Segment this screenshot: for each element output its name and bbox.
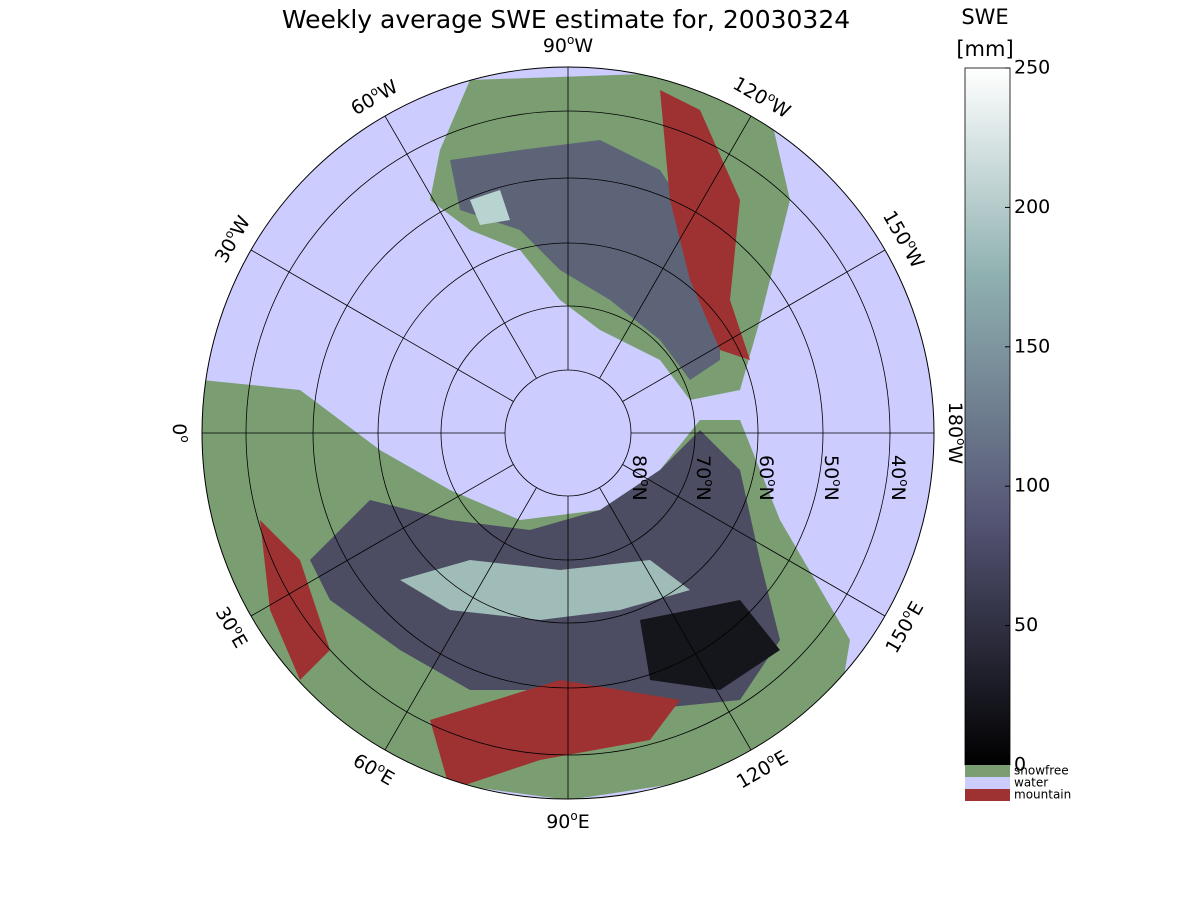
graticule-label: 180oW bbox=[944, 402, 968, 465]
graticule-label: 90oW bbox=[543, 33, 594, 57]
meridian bbox=[384, 115, 537, 379]
direction: W bbox=[944, 445, 966, 464]
degree-mark: o bbox=[765, 479, 779, 486]
meridian bbox=[599, 115, 752, 379]
colorbar-unit: [mm] bbox=[956, 37, 1013, 61]
graticule bbox=[202, 67, 934, 799]
colorbar-title: SWE bbox=[961, 5, 1008, 29]
colorbar-tick-label: 100 bbox=[1014, 475, 1050, 497]
degrees: 120 bbox=[729, 73, 771, 110]
direction: N bbox=[820, 487, 842, 501]
meridian bbox=[622, 464, 886, 617]
meridian bbox=[250, 464, 514, 617]
map bbox=[202, 67, 934, 799]
degrees: 40 bbox=[887, 455, 909, 479]
degree-mark: o bbox=[567, 33, 574, 47]
direction: N bbox=[887, 487, 909, 501]
meridian bbox=[622, 249, 886, 402]
direction: W bbox=[574, 35, 593, 57]
legend-label: snowfree bbox=[1014, 764, 1069, 778]
graticule-label: 90oE bbox=[546, 809, 590, 833]
graticule-label: 0o bbox=[168, 423, 192, 442]
map-frame bbox=[201, 66, 935, 800]
colorbar-tick-label: 250 bbox=[1014, 57, 1050, 79]
degree-mark: o bbox=[830, 479, 844, 486]
map-title: Weekly average SWE estimate for, 2003032… bbox=[282, 5, 850, 34]
legend-label: water bbox=[1014, 776, 1048, 790]
degrees: 70 bbox=[692, 455, 714, 479]
degrees: 150 bbox=[881, 615, 918, 657]
colorbar-tick-label: 150 bbox=[1014, 335, 1050, 357]
legend-swatch bbox=[965, 765, 1010, 777]
direction: W bbox=[900, 245, 929, 272]
degree-mark: o bbox=[638, 479, 652, 486]
legend-swatch bbox=[965, 777, 1010, 789]
meridian bbox=[384, 487, 537, 751]
degree-mark: o bbox=[178, 435, 192, 442]
degrees: 80 bbox=[628, 455, 650, 479]
legend-label: mountain bbox=[1014, 788, 1071, 802]
degree-mark: o bbox=[702, 479, 716, 486]
land-mountain bbox=[660, 90, 750, 360]
degrees: 30 bbox=[211, 235, 242, 267]
degrees: 60 bbox=[755, 455, 777, 479]
land-mountain bbox=[260, 520, 330, 680]
colorbar: SWE [mm] 0 50 100 150 200 250 snowfreewatermou… bbox=[956, 5, 1071, 802]
degree-mark: o bbox=[570, 809, 577, 823]
graticule-label: 80oN bbox=[628, 455, 652, 501]
colorbar-tick-label: 50 bbox=[1014, 614, 1038, 636]
degree-mark: o bbox=[897, 479, 911, 486]
land-deep-snow bbox=[400, 560, 690, 620]
direction: N bbox=[628, 487, 650, 501]
direction: E bbox=[771, 746, 792, 771]
degree-mark: o bbox=[954, 438, 968, 445]
legend-swatch bbox=[965, 789, 1010, 801]
graticule-label: 50oN bbox=[820, 455, 844, 501]
direction: N bbox=[755, 487, 777, 501]
graticule-label: 70oN bbox=[692, 455, 716, 501]
direction: W bbox=[375, 76, 402, 105]
degrees: 180 bbox=[944, 402, 966, 438]
meridian bbox=[250, 249, 514, 402]
direction: E bbox=[226, 630, 251, 651]
meridian bbox=[599, 487, 752, 751]
colorbar-ramp bbox=[964, 67, 1011, 766]
graticule-label: 40oN bbox=[887, 455, 911, 501]
degrees: 50 bbox=[820, 455, 842, 479]
colorbar-tick-label: 0 bbox=[1014, 754, 1026, 776]
degrees: 0 bbox=[168, 423, 190, 435]
degrees: 60 bbox=[349, 749, 381, 780]
degrees: 90 bbox=[543, 35, 567, 57]
land-snow bbox=[450, 140, 720, 380]
direction: E bbox=[578, 811, 590, 833]
graticule-label: 60oN bbox=[755, 455, 779, 501]
direction: N bbox=[692, 487, 714, 501]
colorbar-tick-label: 200 bbox=[1014, 196, 1050, 218]
land-deep-snow bbox=[470, 190, 510, 225]
land-mountain bbox=[430, 680, 680, 790]
degrees: 90 bbox=[546, 811, 570, 833]
